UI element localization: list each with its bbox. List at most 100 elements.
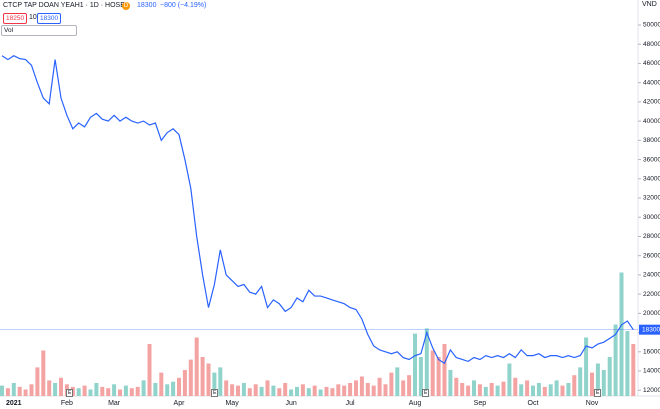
bid-button[interactable]: 18250 [3, 13, 28, 24]
last-price-tag [639, 324, 660, 335]
price-change: −800 (−4.19%) [160, 2, 207, 9]
volume-bar [448, 370, 453, 396]
volume-label: Vol [4, 27, 14, 34]
volume-bar [613, 324, 618, 396]
volume-bar [542, 386, 547, 396]
volume-bar [0, 385, 4, 396]
volume-bar [389, 372, 394, 396]
volume-bar [135, 386, 140, 396]
volume-bar [11, 383, 16, 396]
x-tick-label: Mar [108, 400, 121, 407]
last-price-label: 18300 [642, 326, 660, 333]
y-tick-label: 42000 [643, 99, 660, 106]
x-tick-label: Nov [586, 400, 599, 407]
volume-bar [578, 367, 583, 396]
volume-bar [112, 384, 117, 396]
y-tick-label: 38000 [643, 137, 660, 144]
volume-bar [590, 372, 594, 396]
volume-bar [224, 380, 229, 396]
volume-bar [194, 337, 199, 396]
volume-bar [442, 344, 447, 396]
volume-bar [5, 388, 10, 396]
volume-bar [100, 386, 105, 396]
x-tick-label: Oct [528, 400, 539, 407]
volume-bar [365, 383, 370, 396]
volume-bar [572, 375, 577, 396]
volume-bar [253, 384, 258, 396]
event-marker[interactable]: E [66, 389, 74, 397]
volume-bar [401, 380, 406, 396]
volume-bar [460, 383, 465, 396]
volume-bar [371, 385, 376, 396]
y-tick-label: 40000 [643, 118, 660, 125]
volume-bar [330, 388, 335, 396]
volume-bar [300, 384, 305, 396]
volume-bar [519, 384, 524, 396]
volume-bar [53, 383, 58, 396]
volume-bar [159, 372, 164, 396]
spread: 10 [29, 14, 37, 21]
y-tick-label: 32000 [643, 195, 660, 202]
volume-bar [123, 385, 128, 396]
y-tick-label: 16000 [643, 349, 660, 356]
market-flag: D [122, 2, 130, 10]
y-tick-label: 46000 [643, 60, 660, 67]
volume-bar [230, 384, 235, 396]
volume-bar [212, 372, 217, 396]
volume-bar [536, 383, 541, 396]
volume-bar [342, 385, 347, 396]
y-tick-label: 44000 [643, 79, 660, 86]
volume-bar [259, 386, 264, 396]
volume-bar [289, 389, 294, 396]
volume-bar [324, 386, 329, 396]
volume-bar [477, 384, 482, 396]
volume-bar [601, 370, 606, 396]
volume-legend[interactable]: Vol [1, 25, 77, 36]
last-price: 18300 [137, 2, 157, 9]
volume-bar [424, 328, 429, 396]
volume-bar [483, 386, 488, 396]
y-tick-label: 12000 [643, 387, 660, 394]
x-tick-label: May [225, 400, 239, 407]
volume-bar [436, 357, 441, 396]
volume-bar [454, 377, 459, 396]
volume-bar [23, 389, 28, 396]
volume-bar [354, 380, 358, 396]
volume-bar [418, 357, 423, 396]
x-tick-label: Jun [285, 400, 296, 407]
volume-bar [59, 377, 63, 396]
volume-bar [377, 377, 382, 396]
volume-bar [106, 388, 111, 396]
y-tick-label: 22000 [643, 291, 660, 298]
volume-bar [395, 367, 400, 396]
x-tick-label: Aug [409, 400, 422, 407]
currency: VND [642, 1, 657, 8]
volume-bar [76, 388, 81, 396]
event-marker[interactable]: E [422, 389, 430, 397]
volume-bar [306, 388, 311, 396]
volume-bar [472, 380, 476, 396]
volume-bar [531, 385, 535, 396]
x-tick-label: Apr [174, 400, 186, 407]
event-marker[interactable]: E [211, 389, 219, 397]
volume-bar [413, 333, 417, 396]
y-tick-label: 50000 [643, 22, 660, 29]
volume-bar [619, 272, 624, 396]
y-tick-label: 34000 [643, 175, 660, 182]
volume-bar [348, 383, 353, 396]
volume-bar [607, 357, 612, 396]
x-tick-label: Jul [346, 400, 355, 407]
volume-bar [17, 386, 22, 396]
volume-bar [501, 381, 506, 396]
ask-button[interactable]: 18300 [37, 13, 62, 24]
event-marker[interactable]: E [594, 389, 602, 397]
x-tick-label: 2021 [6, 400, 22, 407]
volume-bar [241, 383, 246, 396]
y-tick-label: 28000 [643, 233, 660, 240]
volume-bar [466, 385, 471, 396]
volume-bar [631, 344, 636, 396]
volume-bar [218, 367, 223, 396]
volume-bar [312, 385, 317, 396]
y-tick-label: 20000 [643, 310, 660, 317]
